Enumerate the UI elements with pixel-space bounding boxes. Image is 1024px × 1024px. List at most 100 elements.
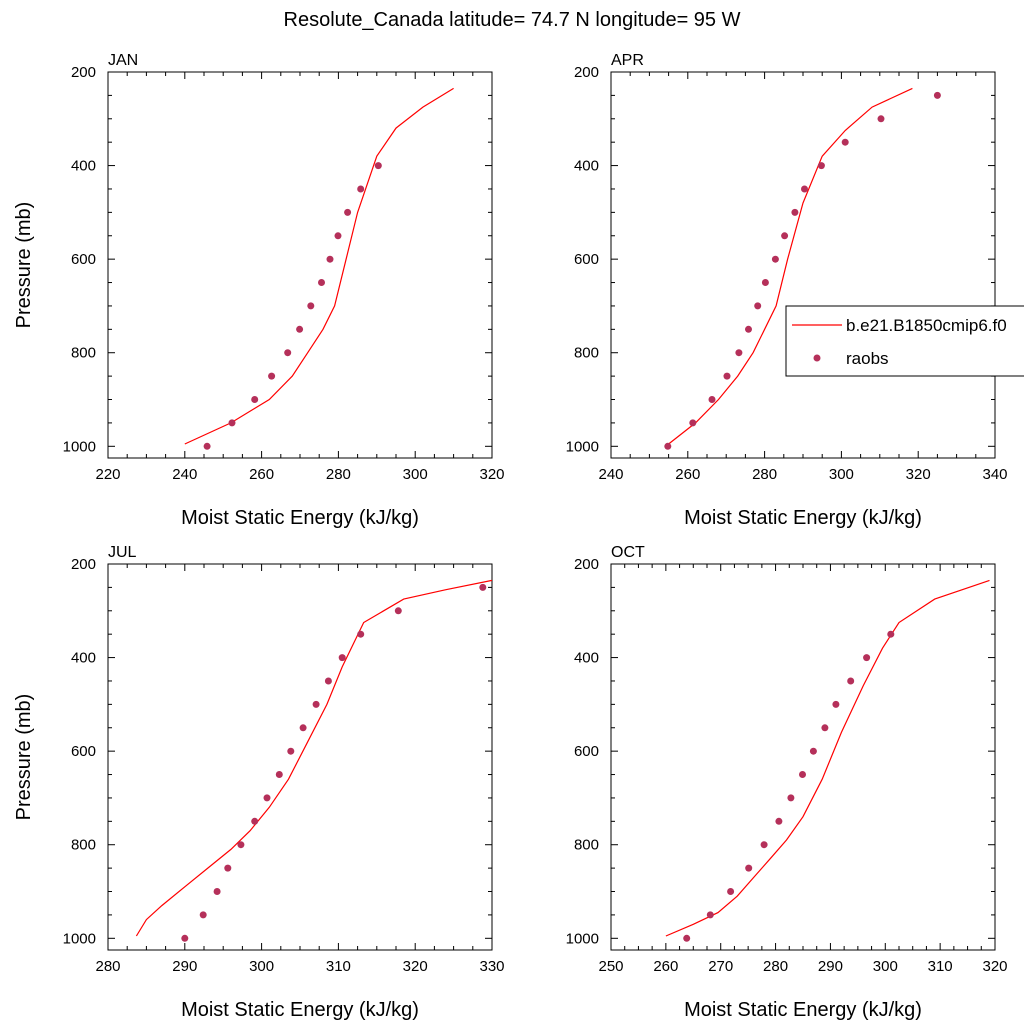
obs-point xyxy=(787,794,795,802)
x-tick-label: 290 xyxy=(172,958,197,975)
x-axis-label: Moist Static Energy (kJ/kg) xyxy=(181,507,419,529)
panel-jan: JAN 220 240 260 280 300 320 200 400 600 800 1000 Moi… xyxy=(13,52,505,529)
obs-point xyxy=(357,630,365,638)
obs-point xyxy=(275,771,283,778)
obs-point xyxy=(479,583,487,591)
legend: b.e21.B1850cmip6.f0 raobs xyxy=(785,305,1024,377)
x-tick-label: 310 xyxy=(326,958,351,975)
obs-point xyxy=(760,841,768,849)
obs-point xyxy=(863,654,871,662)
x-tick-label: 300 xyxy=(403,466,428,483)
obs-point xyxy=(357,185,365,193)
obs-point xyxy=(296,325,304,333)
x-tick-label: 250 xyxy=(598,958,623,975)
model-line xyxy=(668,87,913,445)
panel-title: JUL xyxy=(108,544,137,561)
legend-box xyxy=(785,305,1024,377)
y-tick-label: 400 xyxy=(574,650,599,667)
y-axis-label: Pressure (mb) xyxy=(13,694,35,821)
obs-point xyxy=(761,279,769,286)
obs-point xyxy=(847,677,855,685)
panel-oct: OCT 250 260 270 280 290 300 310 320 200 400 600 800 1… xyxy=(566,544,1008,1021)
x-tick-label: 310 xyxy=(928,958,953,975)
y-tick-label: 1000 xyxy=(566,438,599,455)
y-tick-label: 1000 xyxy=(63,438,96,455)
plot-frame xyxy=(107,71,493,459)
x-tick-label: 280 xyxy=(752,466,777,483)
y-tick-label: 400 xyxy=(71,158,96,175)
y-tick-label: 1000 xyxy=(566,930,599,947)
x-tick-label: 290 xyxy=(818,958,843,975)
x-tick-label: 220 xyxy=(95,466,120,483)
obs-point xyxy=(224,864,232,872)
x-tick-label: 280 xyxy=(763,958,788,975)
panel-jul: JUL 280 290 300 310 320 330 200 400 600 800 1000 Moi… xyxy=(13,544,505,1021)
obs-point xyxy=(887,630,895,638)
y-tick-label: 400 xyxy=(71,650,96,667)
x-tick-label: 260 xyxy=(675,466,700,483)
x-tick-label: 320 xyxy=(479,466,504,483)
obs-point xyxy=(775,817,783,825)
obs-point xyxy=(771,255,779,263)
x-axis-label: Moist Static Energy (kJ/kg) xyxy=(684,999,922,1021)
obs-point xyxy=(251,396,259,403)
y-tick-label: 800 xyxy=(71,345,96,362)
obs-point xyxy=(263,794,271,802)
y-tick-label: 800 xyxy=(574,837,599,854)
obs-point xyxy=(318,279,325,286)
y-tick-label: 200 xyxy=(71,64,96,81)
obs-point xyxy=(199,911,207,919)
obs-point xyxy=(781,232,789,240)
obs-point xyxy=(799,771,806,778)
y-tick-label: 400 xyxy=(574,158,599,175)
obs-point xyxy=(821,724,829,732)
legend-obs-swatch xyxy=(813,354,821,362)
obs-point xyxy=(324,677,332,685)
y-tick-label: 200 xyxy=(574,64,599,81)
x-tick-label: 340 xyxy=(982,466,1007,483)
obs-point xyxy=(745,864,753,872)
obs-point xyxy=(334,232,342,240)
obs-point xyxy=(338,654,346,662)
panel-apr: APR 240 260 280 300 320 340 200 400 600 800 1000 Moi… xyxy=(566,52,1008,529)
y-tick-label: 800 xyxy=(71,837,96,854)
obs-point xyxy=(284,349,292,357)
obs-point xyxy=(683,934,691,942)
obs-point xyxy=(237,841,245,849)
obs-point xyxy=(809,747,817,755)
x-tick-label: 280 xyxy=(326,466,351,483)
obs-point xyxy=(307,302,315,310)
x-tick-label: 240 xyxy=(172,466,197,483)
x-tick-label: 300 xyxy=(873,958,898,975)
obs-point xyxy=(933,91,941,99)
obs-point xyxy=(735,349,743,357)
y-tick-label: 600 xyxy=(71,251,96,268)
obs-point xyxy=(727,888,735,895)
obs-point xyxy=(268,372,276,380)
model-line xyxy=(184,87,454,445)
obs-point xyxy=(706,911,714,919)
legend-model-label: b.e21.B1850cmip6.f0 xyxy=(846,316,1007,335)
x-tick-label: 260 xyxy=(249,466,274,483)
obs-point xyxy=(251,817,259,825)
obs-point xyxy=(326,255,334,263)
x-tick-label: 330 xyxy=(479,958,504,975)
x-axis-label: Moist Static Energy (kJ/kg) xyxy=(684,507,922,529)
obs-point xyxy=(213,888,221,895)
y-tick-label: 600 xyxy=(71,743,96,760)
x-tick-label: 280 xyxy=(95,958,120,975)
panel-title: JAN xyxy=(108,52,138,69)
obs-point xyxy=(832,700,840,708)
obs-point xyxy=(664,442,672,450)
y-tick-label: 1000 xyxy=(63,930,96,947)
obs-point xyxy=(841,138,849,146)
figure-title: Resolute_Canada latitude= 74.7 N longitu… xyxy=(284,9,741,31)
x-tick-label: 320 xyxy=(906,466,931,483)
panel-title: OCT xyxy=(611,544,645,561)
obs-point xyxy=(754,302,762,310)
x-tick-label: 300 xyxy=(829,466,854,483)
x-tick-label: 270 xyxy=(708,958,733,975)
obs-point xyxy=(312,700,320,708)
obs-point xyxy=(817,162,825,170)
